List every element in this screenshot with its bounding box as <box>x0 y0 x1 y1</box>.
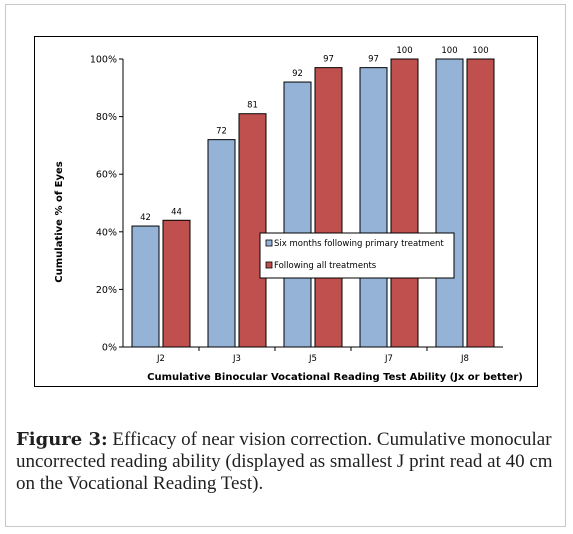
figure-label: Figure 3: <box>16 429 108 450</box>
legend: Six months following primary treatment F… <box>259 232 455 279</box>
x-axis: J2 J3 J5 J7 J8 <box>123 346 503 364</box>
data-labels: 42 44 72 81 92 97 97 100 100 100 <box>140 46 489 223</box>
x-tick-label: J5 <box>308 354 317 364</box>
y-tick-label: 0% <box>102 343 117 354</box>
legend-swatch-series-1 <box>265 239 273 247</box>
bar-series-1 <box>359 67 388 348</box>
bars <box>131 58 495 348</box>
y-tick-label: 20% <box>96 285 117 296</box>
y-tick-label: 80% <box>96 112 117 123</box>
bar-series-2 <box>238 113 267 348</box>
bar-series-2 <box>466 58 495 348</box>
bar-value-label: 97 <box>323 55 334 65</box>
bar-value-label: 100 <box>472 46 488 56</box>
bar-value-label: 100 <box>441 46 457 56</box>
legend-swatch-series-2 <box>265 261 273 269</box>
legend-label-series-1: Six months following primary treatment <box>274 239 444 249</box>
bar-series-1 <box>207 139 236 348</box>
y-tick-label: 40% <box>96 227 117 238</box>
x-axis-title: Cumulative Binocular Vocational Reading … <box>147 372 523 383</box>
bar-value-label: 42 <box>140 213 151 223</box>
figure-caption: Figure 3: Efficacy of near vision correc… <box>16 429 556 495</box>
bar-value-label: 44 <box>171 207 182 217</box>
bar-series-1 <box>283 81 312 348</box>
bar-chart: 0% 20% 40% 60% 80% 100% 42 44 72 81 92 97 97 100 100 1… <box>54 46 523 383</box>
y-axis: 0% 20% 40% 60% 80% 100% <box>90 55 124 354</box>
y-axis-title: Cumulative % of Eyes <box>54 161 65 282</box>
y-tick-label: 60% <box>96 170 117 181</box>
x-tick-label: J8 <box>460 354 469 364</box>
x-tick-label: J3 <box>232 354 241 364</box>
legend-label-series-2: Following all treatments <box>274 261 377 271</box>
bar-series-2 <box>390 58 419 348</box>
bar-series-1 <box>131 225 160 348</box>
bar-value-label: 100 <box>396 46 412 56</box>
bar-series-1 <box>435 58 464 348</box>
caption-text: Efficacy of near vision correction. Cumu… <box>16 429 553 494</box>
bar-series-2 <box>314 67 343 348</box>
chart-frame: 0% 20% 40% 60% 80% 100% 42 44 72 81 92 97 97 100 100 1… <box>34 36 538 387</box>
x-tick-label: J7 <box>384 354 393 364</box>
x-tick-label: J2 <box>156 354 165 364</box>
bar-value-label: 97 <box>368 55 379 65</box>
bar-series-2 <box>162 219 191 348</box>
bar-value-label: 72 <box>216 127 227 137</box>
bar-value-label: 92 <box>292 69 303 79</box>
bar-value-label: 81 <box>247 101 258 111</box>
legend-box <box>259 232 455 279</box>
y-tick-label: 100% <box>90 55 117 66</box>
